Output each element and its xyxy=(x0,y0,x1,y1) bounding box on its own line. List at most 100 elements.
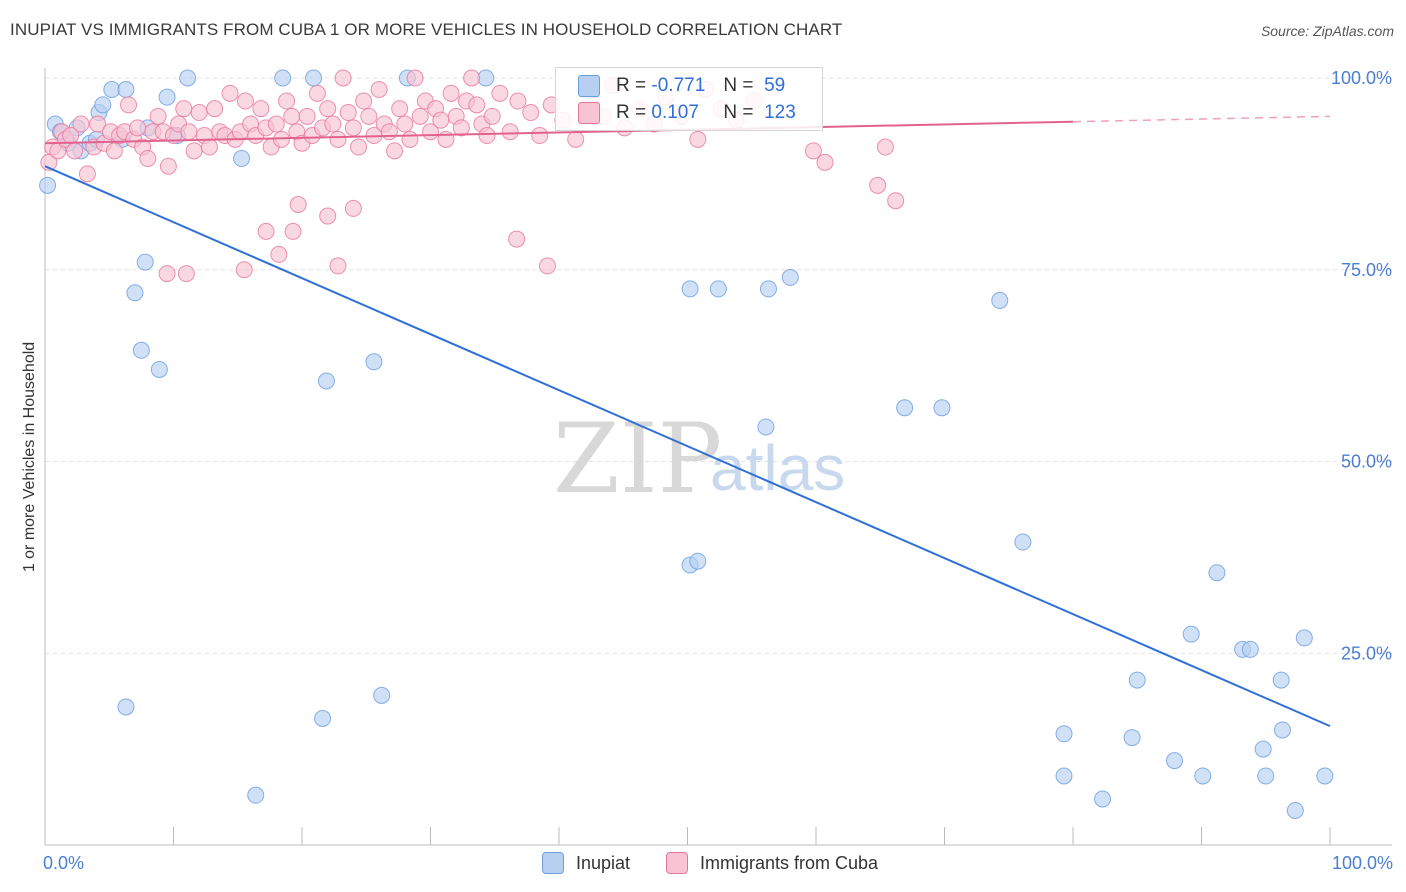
point-inupiat xyxy=(314,709,332,727)
bottom-legend: Inupiat Immigrants from Cuba xyxy=(0,852,1406,876)
legend-item-cuba[interactable]: Immigrants from Cuba xyxy=(666,852,878,874)
point-cuba xyxy=(406,69,424,87)
point-inupiat xyxy=(1272,671,1290,689)
point-inupiat xyxy=(689,552,707,570)
axes xyxy=(44,68,1392,846)
point-cuba xyxy=(221,84,239,102)
point-inupiat xyxy=(103,81,121,99)
point-inupiat xyxy=(757,418,775,436)
r-value: -0.771 xyxy=(651,75,706,96)
point-inupiat xyxy=(1128,671,1146,689)
point-cuba xyxy=(339,104,357,122)
point-inupiat xyxy=(781,268,799,286)
point-inupiat xyxy=(150,360,168,378)
point-cuba xyxy=(411,107,429,125)
point-inupiat xyxy=(1286,801,1304,819)
point-inupiat xyxy=(317,372,335,390)
point-inupiat xyxy=(136,253,154,271)
point-inupiat xyxy=(1208,564,1226,582)
legend-swatch-cuba xyxy=(578,102,600,124)
point-cuba xyxy=(185,142,203,160)
point-cuba xyxy=(190,104,208,122)
point-cuba xyxy=(468,96,486,114)
point-inupiat xyxy=(373,686,391,704)
point-cuba xyxy=(120,96,138,114)
point-cuba xyxy=(139,150,157,168)
point-cuba xyxy=(344,119,362,137)
trend-extension-cuba xyxy=(1072,115,1331,123)
point-cuba xyxy=(308,84,326,102)
point-cuba xyxy=(319,100,337,118)
point-cuba xyxy=(355,92,373,110)
point-cuba xyxy=(509,92,527,110)
point-inupiat xyxy=(274,69,292,87)
point-cuba xyxy=(370,81,388,99)
watermark-zip: ZIP xyxy=(553,403,722,515)
x-tick-label-max: 100.0% xyxy=(1332,853,1393,873)
point-cuba xyxy=(478,127,496,145)
point-inupiat xyxy=(94,96,112,114)
point-cuba xyxy=(386,142,404,160)
point-cuba xyxy=(432,111,450,129)
point-cuba xyxy=(278,92,296,110)
point-cuba xyxy=(289,196,307,214)
point-cuba xyxy=(452,119,470,137)
point-cuba xyxy=(283,107,301,125)
point-cuba xyxy=(72,115,90,133)
point-cuba xyxy=(105,142,123,160)
point-inupiat xyxy=(247,786,265,804)
legend-label-inupiat: Inupiat xyxy=(576,852,631,873)
point-cuba xyxy=(689,130,707,148)
point-cuba xyxy=(159,157,177,175)
n-label: N = xyxy=(723,75,754,96)
point-inupiat xyxy=(1295,629,1313,647)
point-inupiat xyxy=(1194,767,1212,785)
point-cuba xyxy=(284,222,302,240)
point-cuba xyxy=(463,69,481,87)
point-inupiat xyxy=(1055,767,1073,785)
point-inupiat xyxy=(681,280,699,298)
point-cuba xyxy=(869,176,887,194)
stats-legend: R = -0.771 N = 59 R = 0.107 N = 123 xyxy=(555,67,823,131)
legend-label-cuba: Immigrants from Cuba xyxy=(700,852,879,873)
r-label: R = xyxy=(616,102,647,123)
point-inupiat xyxy=(117,81,135,99)
point-inupiat xyxy=(991,291,1009,309)
point-inupiat xyxy=(759,280,777,298)
point-cuba xyxy=(876,138,894,156)
n-value: 123 xyxy=(764,102,796,123)
point-cuba xyxy=(200,138,218,156)
point-cuba xyxy=(329,130,347,148)
point-inupiat xyxy=(1257,767,1275,785)
point-cuba xyxy=(531,127,549,145)
point-cuba xyxy=(391,100,409,118)
point-inupiat xyxy=(896,399,914,417)
point-inupiat xyxy=(126,284,144,302)
point-inupiat xyxy=(1123,729,1141,747)
point-cuba xyxy=(78,165,96,183)
point-cuba xyxy=(508,230,526,248)
point-cuba xyxy=(270,245,288,263)
point-cuba xyxy=(483,107,501,125)
n-label: N = xyxy=(723,102,754,123)
legend-item-inupiat[interactable]: Inupiat xyxy=(542,852,630,874)
point-cuba xyxy=(816,153,834,171)
point-cuba xyxy=(329,257,347,275)
point-cuba xyxy=(401,130,419,148)
y-tick-label: 100.0% xyxy=(1331,68,1392,88)
r-label: R = xyxy=(616,75,647,96)
trend-lines xyxy=(44,115,1331,728)
point-cuba xyxy=(235,261,253,279)
point-cuba xyxy=(396,115,414,133)
point-inupiat xyxy=(39,176,57,194)
n-value: 59 xyxy=(764,75,786,96)
point-inupiat xyxy=(1166,752,1184,770)
point-cuba xyxy=(887,192,905,210)
point-inupiat xyxy=(132,341,150,359)
source-label: Source: ZipAtlas.com xyxy=(1260,23,1394,39)
legend-swatch-inupiat xyxy=(542,852,564,874)
watermark-atlas: atlas xyxy=(710,432,845,504)
point-cuba xyxy=(538,257,556,275)
point-cuba xyxy=(344,199,362,217)
point-cuba xyxy=(149,107,167,125)
